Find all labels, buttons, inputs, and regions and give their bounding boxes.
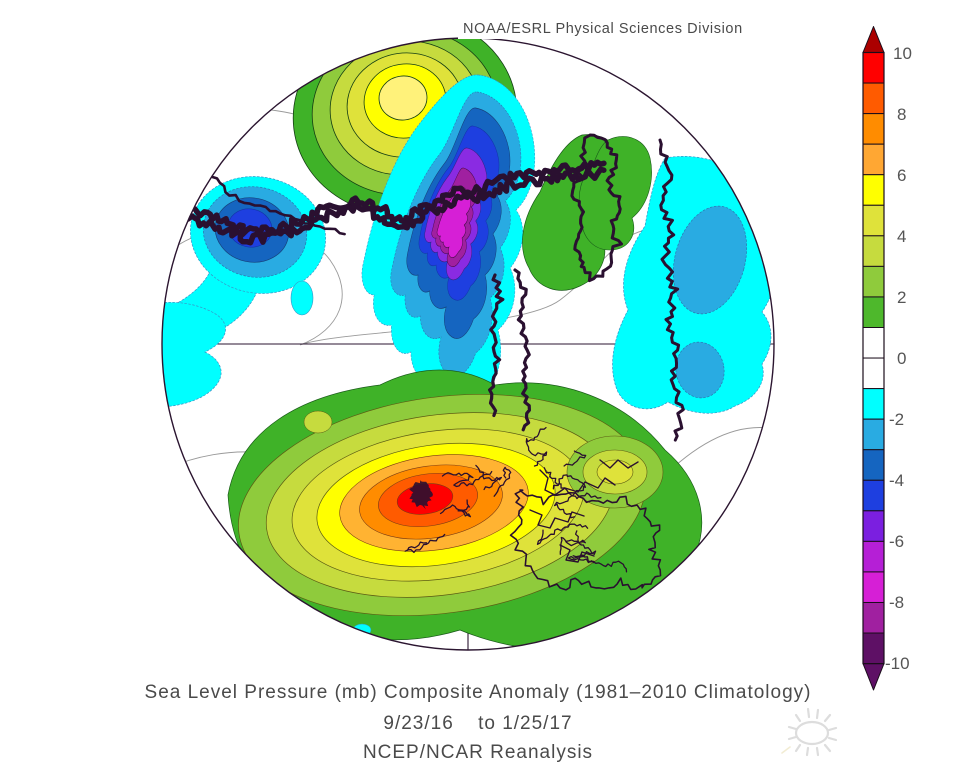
svg-text:-2: -2	[889, 410, 904, 429]
svg-text:NCEP/NCAR Reanalysis: NCEP/NCAR Reanalysis	[363, 742, 593, 763]
svg-text:Sea Level Pressure (mb) Compos: Sea Level Pressure (mb) Composite Anomal…	[145, 682, 812, 703]
svg-text:4: 4	[897, 227, 906, 246]
svg-text:-10: -10	[885, 654, 910, 673]
svg-text:9/23/16 to 1/25/17: 9/23/16 to 1/25/17	[383, 713, 572, 734]
svg-text:-8: -8	[889, 593, 904, 612]
svg-text:6: 6	[897, 166, 906, 185]
svg-text:-6: -6	[889, 532, 904, 551]
svg-text:10: 10	[893, 44, 912, 63]
svg-text:NOAA/ESRL Physical Sciences: NOAA/ESRL Physical Sciences Division	[463, 21, 743, 37]
svg-text:2: 2	[897, 288, 906, 307]
svg-text:-4: -4	[889, 471, 904, 490]
svg-text:8: 8	[897, 105, 906, 124]
svg-text:0: 0	[897, 349, 906, 368]
